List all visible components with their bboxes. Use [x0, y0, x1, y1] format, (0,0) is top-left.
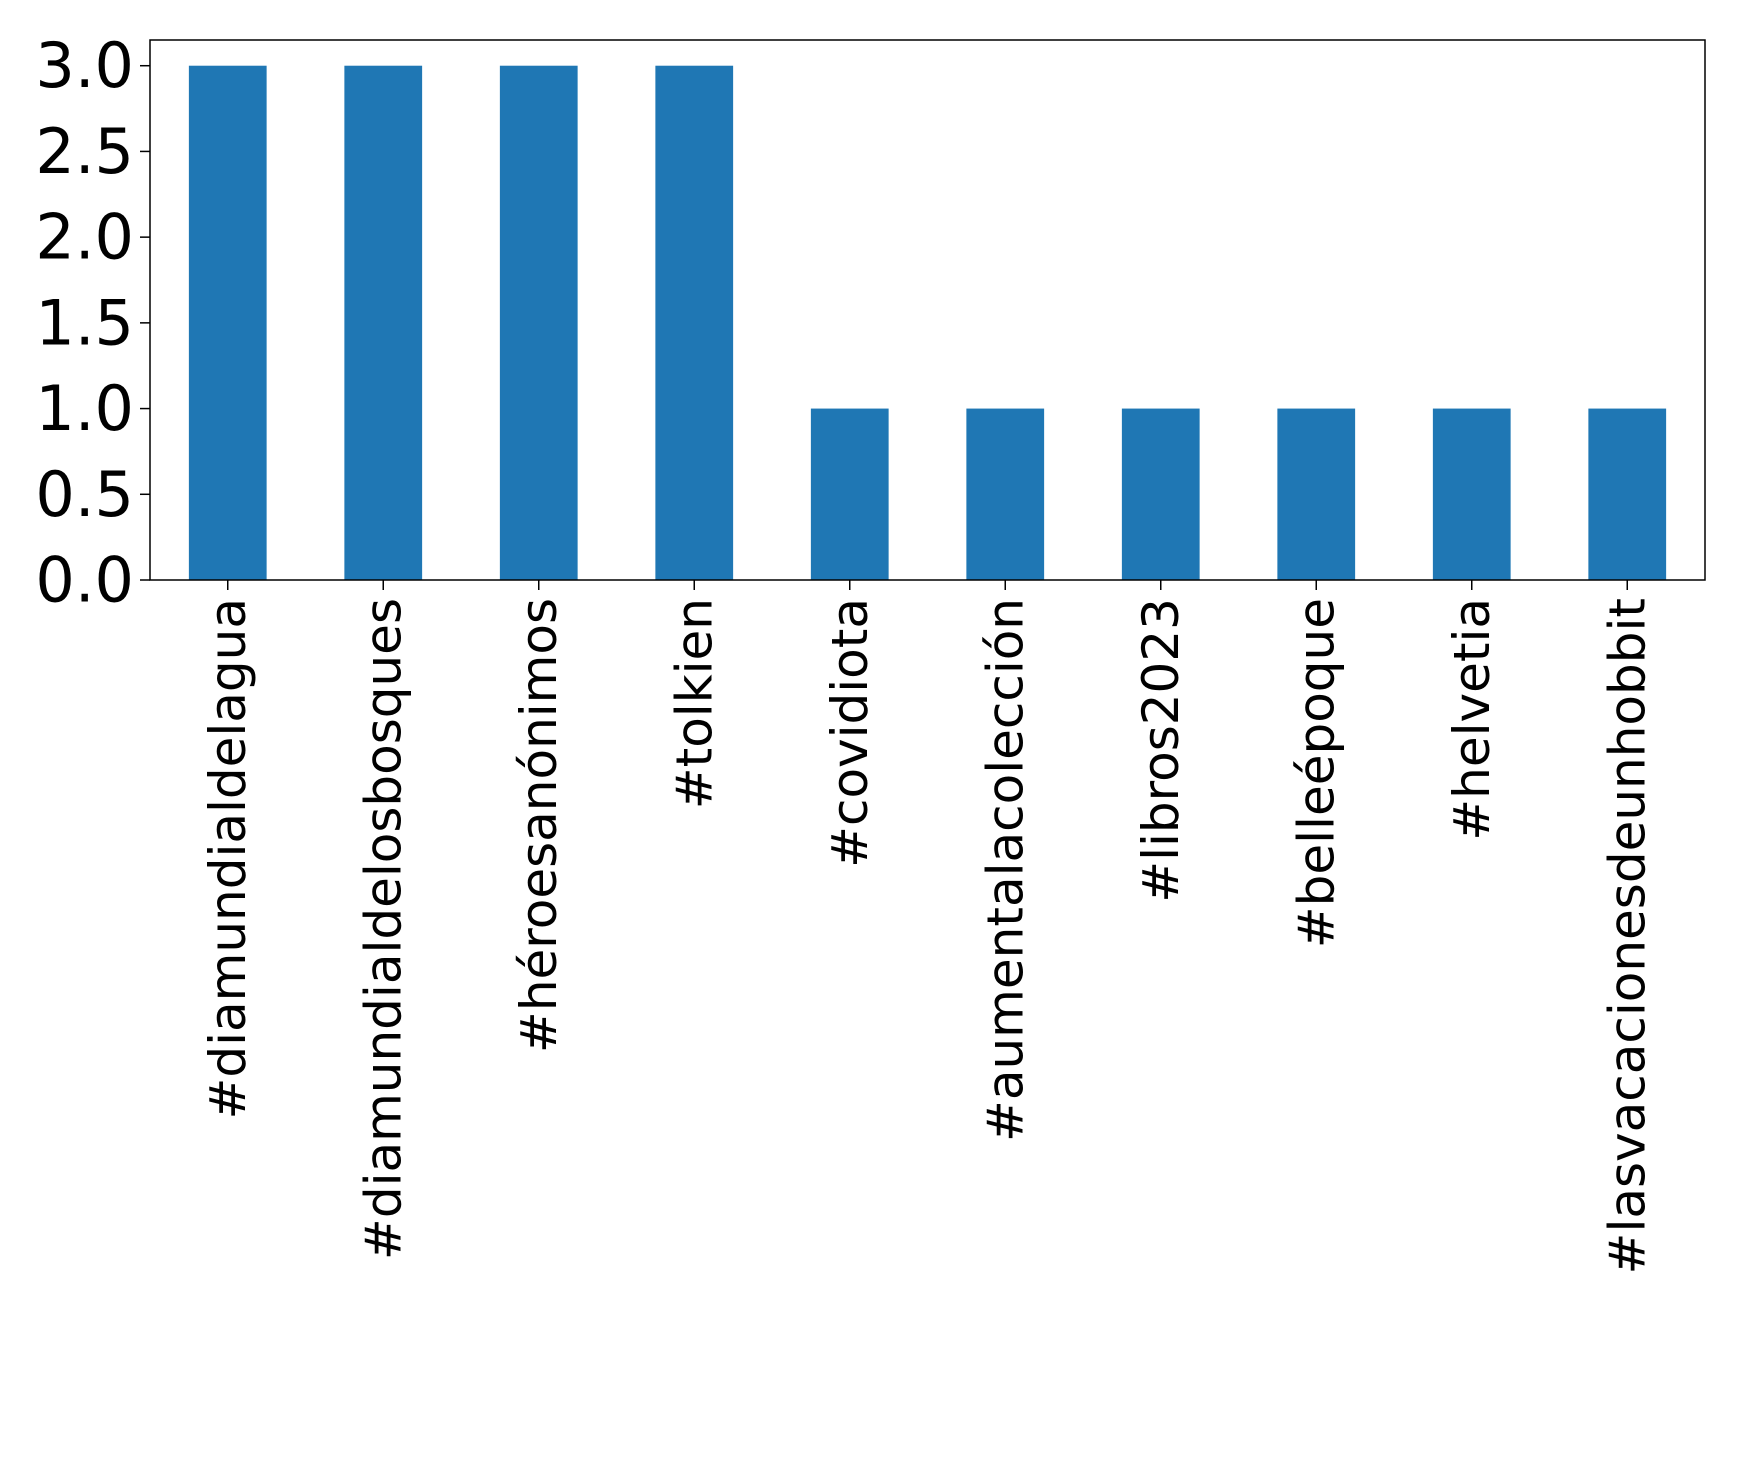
- x-tick-label: #tolkien: [665, 598, 723, 809]
- y-tick-label: 0.0: [35, 544, 134, 617]
- y-tick-label: 2.0: [35, 201, 134, 274]
- bar-1: [344, 65, 423, 580]
- x-tick-label: #belleépoque: [1287, 598, 1345, 948]
- y-tick-label: 1.5: [35, 286, 134, 359]
- x-tick-label: #libros2023: [1132, 598, 1190, 903]
- y-tick-label: 1.0: [35, 372, 134, 445]
- x-tick-label: #helvetia: [1443, 598, 1501, 841]
- x-tick-label: #aumentalacolección: [976, 598, 1034, 1142]
- bar-4: [810, 408, 889, 580]
- bars-group: [188, 65, 1667, 580]
- bar-7: [1277, 408, 1356, 580]
- x-tick-label: #héroesanónimos: [510, 598, 568, 1053]
- plot-frame: [149, 39, 1706, 581]
- x-axis: #diamundialdelagua #diamundialdelosbosque…: [199, 580, 1656, 1274]
- y-tick-label: 3.0: [35, 29, 134, 102]
- bar-3: [655, 65, 734, 580]
- bar-2: [499, 65, 578, 580]
- y-axis: 0.0 0.5 1.0 1.5 2.0 2.5 3.0: [35, 29, 150, 617]
- bar-8: [1432, 408, 1511, 580]
- x-tick-label: #diamundialdelagua: [199, 598, 257, 1120]
- y-tick-label: 2.5: [35, 115, 134, 188]
- x-tick-label: #diamundialdelosbosques: [354, 598, 412, 1260]
- bar-0: [188, 65, 267, 580]
- bar-5: [966, 408, 1045, 580]
- y-tick-label: 0.5: [35, 458, 134, 531]
- x-tick-label: #covidiota: [821, 598, 879, 868]
- bar-9: [1588, 408, 1667, 580]
- bar-6: [1121, 408, 1200, 580]
- x-tick-label: #lasvacacionesdeunhobbit: [1598, 598, 1656, 1274]
